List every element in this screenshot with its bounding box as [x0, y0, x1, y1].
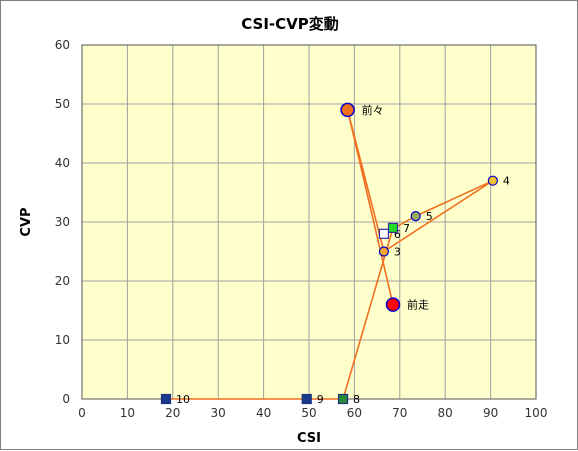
data-point-label: 5 [426, 210, 433, 223]
x-tick-label: 100 [525, 406, 548, 420]
x-tick-label: 90 [483, 406, 498, 420]
data-point-marker [337, 393, 349, 405]
data-point-marker [487, 175, 498, 186]
data-point-marker [385, 297, 401, 312]
data-point-label: 6 [394, 228, 401, 241]
y-tick-label: 60 [55, 38, 70, 52]
y-tick-label: 10 [55, 333, 70, 347]
data-point-label: 8 [353, 393, 360, 406]
y-tick-label: 0 [62, 392, 70, 406]
series-line [165, 109, 494, 400]
x-tick-label: 40 [256, 406, 271, 420]
x-tick-label: 80 [438, 406, 453, 420]
data-point-label: 4 [503, 175, 510, 188]
data-point-marker [378, 228, 390, 239]
y-tick-label: 40 [55, 156, 70, 170]
y-tick-label: 30 [55, 215, 70, 229]
data-point-marker [378, 246, 390, 257]
y-tick-label: 20 [55, 274, 70, 288]
data-point-label: 前々 [362, 103, 384, 117]
data-point-marker [387, 222, 399, 233]
data-point-label: 前走 [407, 298, 429, 312]
chart-title: CSI-CVP変動 [241, 15, 339, 33]
data-point-marker [301, 393, 312, 405]
x-tick-label: 20 [165, 406, 180, 420]
y-axis-title: CVP [19, 207, 34, 236]
data-point-marker [340, 102, 355, 118]
data-point-label: 3 [394, 246, 401, 259]
x-tick-label: 30 [211, 406, 226, 420]
x-tick-label: 10 [120, 406, 135, 420]
plot-area: 0 10 20 30 40 50 60 70 80 90 1000102030405060前走前々3… [55, 38, 548, 420]
x-tick-label: 0 [78, 406, 86, 420]
x-tick-label: 50 [301, 406, 316, 420]
x-axis-title: CSI [297, 431, 321, 446]
data-point-label: 7 [403, 222, 410, 235]
data-point-label: 9 [317, 393, 324, 406]
data-point-marker [160, 393, 172, 405]
x-tick-label: 70 [392, 406, 407, 420]
data-point-label: 10 [176, 393, 190, 406]
x-tick-label: 60 [347, 406, 362, 420]
data-point-marker [410, 211, 421, 222]
y-tick-label: 50 [55, 97, 70, 111]
